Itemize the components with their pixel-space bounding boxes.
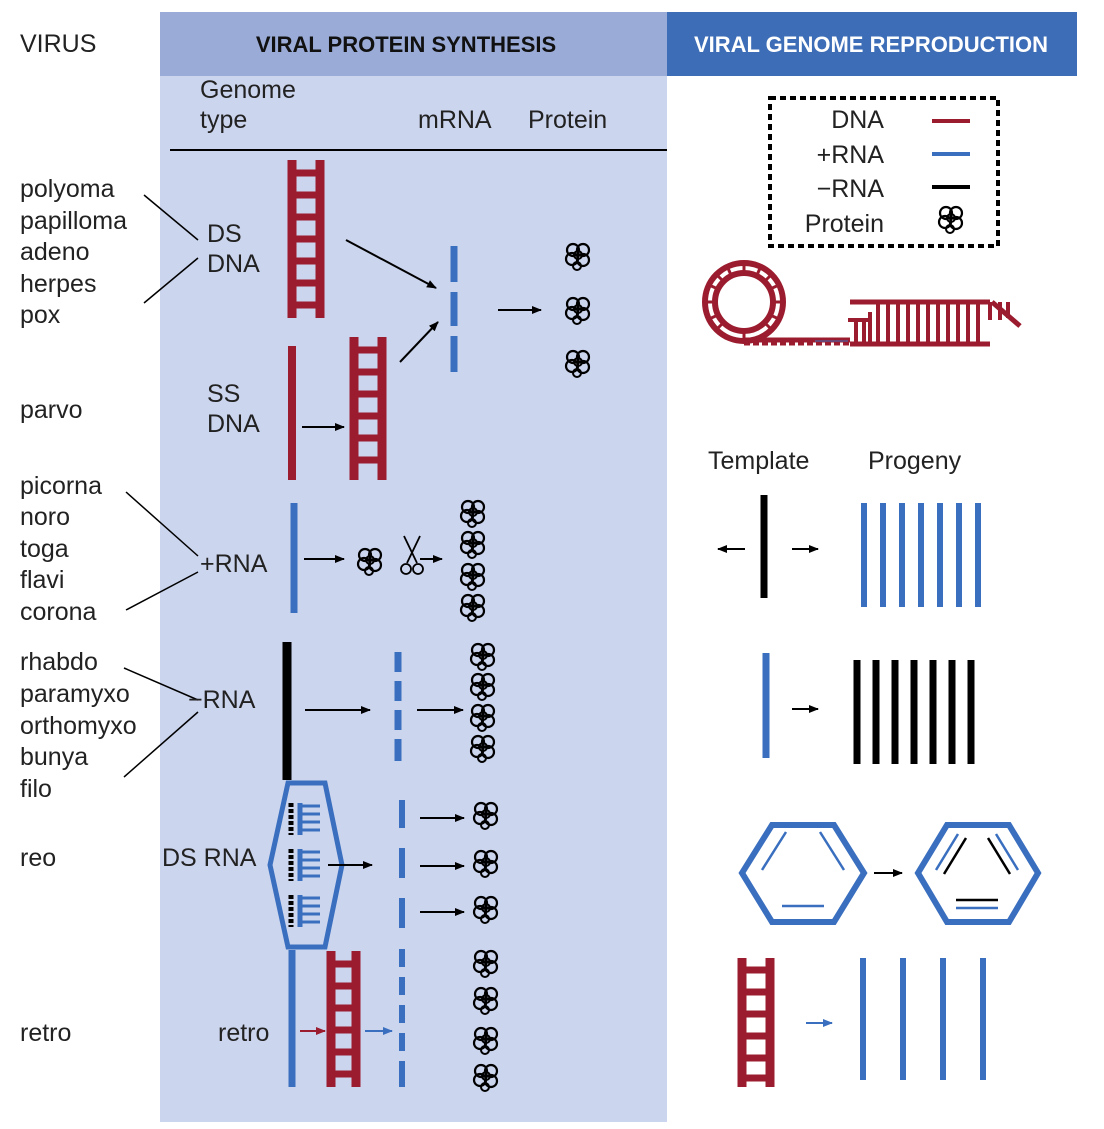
arrow (345, 239, 437, 289)
dsdna-ladder (287, 160, 325, 318)
virus-name: toga (20, 535, 69, 563)
genome-type-label: DNA (207, 250, 260, 278)
arrow (399, 321, 439, 363)
genome-type-label: DNA (207, 410, 260, 438)
synthesis-header: VIRAL PROTEIN SYNTHESIS (256, 32, 556, 57)
genome-type-header-2: type (200, 106, 247, 134)
virus-name: paramyxo (20, 680, 130, 708)
synthesis-header-bg (160, 12, 667, 76)
virus-name: reo (20, 844, 56, 872)
legend-plus-rna-label: +RNA (817, 141, 885, 169)
genome-type-label: +RNA (200, 550, 268, 578)
virus-name: flavi (20, 566, 64, 594)
dsrna-template-capsid (738, 822, 868, 925)
reproduction-header-bg (667, 12, 1077, 76)
genome-type-label: −RNA (188, 686, 256, 714)
virus-name: polyoma (20, 175, 115, 203)
minus-rna-progeny (853, 660, 975, 764)
legend-dna-label: DNA (831, 106, 884, 134)
dsrna-progeny-capsid (914, 822, 1042, 925)
legend-protein-label: Protein (805, 210, 884, 238)
genome-type-label: retro (218, 1019, 269, 1047)
genome-type-label: SS (207, 380, 240, 408)
plus-rna-progeny (861, 503, 981, 607)
scissors-icon (400, 535, 424, 575)
virus-name: corona (20, 598, 97, 626)
protein-header: Protein (528, 106, 607, 134)
synthesis-panel-bg (160, 76, 667, 1122)
progeny-label: Progeny (868, 447, 962, 475)
genome-type-label: DS RNA (162, 844, 257, 872)
virus-bracket-lines (123, 194, 199, 778)
genome-type-label: DS (207, 220, 242, 248)
mrna-header: mRNA (418, 106, 492, 134)
virus-name: herpes (20, 270, 96, 298)
ssdna-ladder (349, 337, 387, 480)
rolling-circle-dna (702, 260, 1022, 347)
virus-name: rhabdo (20, 648, 98, 676)
retro-dna-ladder (326, 951, 361, 1087)
virus-name: parvo (20, 396, 83, 424)
genome-type-header-1: Genome (200, 76, 296, 104)
virus-name: bunya (20, 743, 88, 771)
template-label: Template (708, 447, 809, 475)
virus-name: adeno (20, 238, 90, 266)
legend-minus-rna-label: −RNA (817, 175, 885, 203)
virus-name: filo (20, 775, 52, 803)
virus-names: polyoma papilloma adeno herpes pox parvo… (20, 175, 137, 1047)
virus-name: noro (20, 503, 70, 531)
virus-name: retro (20, 1019, 71, 1047)
reproduction-header: VIRAL GENOME REPRODUCTION (694, 32, 1048, 57)
retro-rna-progeny (860, 958, 986, 1080)
virus-name: picorna (20, 472, 102, 500)
virus-name: orthomyxo (20, 712, 137, 740)
retro-dna-template-ladder (737, 958, 775, 1087)
virus-header: VIRUS (20, 30, 96, 58)
virus-name: papilloma (20, 207, 127, 235)
dsrna-segments (288, 803, 320, 927)
reo-capsid (267, 780, 345, 950)
virus-name: pox (20, 301, 61, 329)
